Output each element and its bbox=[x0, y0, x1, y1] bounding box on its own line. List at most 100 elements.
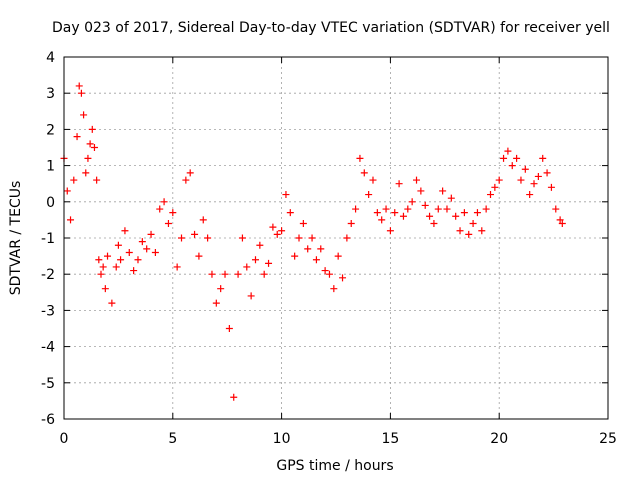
data-point bbox=[356, 154, 364, 162]
data-point bbox=[391, 209, 399, 217]
data-point bbox=[156, 205, 164, 213]
data-point bbox=[160, 198, 168, 206]
data-point bbox=[304, 245, 312, 253]
data-point bbox=[247, 292, 255, 300]
data-point bbox=[151, 248, 159, 256]
data-point bbox=[178, 234, 186, 242]
data-point bbox=[447, 194, 455, 202]
data-point bbox=[143, 245, 151, 253]
x-tick-label: 20 bbox=[490, 431, 508, 447]
data-point bbox=[291, 252, 299, 260]
data-point bbox=[269, 223, 277, 231]
data-point bbox=[399, 212, 407, 220]
data-point bbox=[86, 140, 94, 148]
data-point bbox=[278, 227, 286, 235]
data-point bbox=[325, 270, 333, 278]
data-point bbox=[478, 227, 486, 235]
data-point bbox=[121, 227, 129, 235]
data-point bbox=[295, 234, 303, 242]
data-point bbox=[382, 205, 390, 213]
data-point bbox=[443, 205, 451, 213]
data-point bbox=[204, 234, 212, 242]
data-point bbox=[465, 230, 473, 238]
data-point bbox=[73, 133, 81, 141]
data-point bbox=[186, 169, 194, 177]
data-point bbox=[404, 205, 412, 213]
data-point bbox=[230, 393, 238, 401]
data-point bbox=[317, 245, 325, 253]
data-point bbox=[95, 256, 103, 264]
data-point bbox=[286, 209, 294, 217]
data-point bbox=[99, 263, 107, 271]
data-point bbox=[426, 212, 434, 220]
data-point bbox=[439, 187, 447, 195]
data-point bbox=[147, 230, 155, 238]
data-point bbox=[430, 220, 438, 228]
data-point bbox=[77, 89, 85, 97]
data-point bbox=[556, 216, 564, 224]
grid bbox=[64, 57, 608, 419]
data-point bbox=[456, 227, 464, 235]
data-point bbox=[530, 180, 538, 188]
data-point bbox=[504, 147, 512, 155]
data-point bbox=[130, 267, 138, 275]
data-point bbox=[299, 220, 307, 228]
data-point bbox=[260, 270, 268, 278]
data-point bbox=[343, 234, 351, 242]
data-point bbox=[330, 285, 338, 293]
data-point bbox=[552, 205, 560, 213]
tick-labels: 0 5 10 15 20 25 -6 -5 -4 -3 -2 -1 0 1 2 3 4 bbox=[41, 50, 617, 447]
data-point bbox=[508, 162, 516, 170]
data-point bbox=[347, 220, 355, 228]
data-point bbox=[408, 198, 416, 206]
data-point bbox=[125, 248, 133, 256]
data-points bbox=[60, 82, 566, 401]
y-tick-label: -1 bbox=[41, 231, 55, 247]
data-point bbox=[70, 176, 78, 184]
data-point bbox=[90, 144, 98, 151]
data-point bbox=[365, 191, 373, 199]
data-point bbox=[191, 230, 199, 238]
data-point bbox=[251, 256, 259, 264]
y-tick-label: -4 bbox=[41, 340, 55, 356]
data-point bbox=[88, 125, 96, 133]
x-axis-label: GPS time / hours bbox=[276, 458, 393, 474]
data-point bbox=[421, 201, 429, 209]
data-point bbox=[182, 176, 190, 184]
y-tick-label: -6 bbox=[41, 412, 55, 428]
data-point bbox=[84, 154, 92, 162]
data-point bbox=[482, 205, 490, 213]
data-point bbox=[369, 176, 377, 184]
data-point bbox=[212, 299, 220, 307]
data-point bbox=[558, 220, 566, 228]
data-point bbox=[526, 191, 534, 199]
data-point bbox=[386, 227, 394, 235]
data-point bbox=[225, 325, 233, 332]
data-point bbox=[534, 172, 542, 180]
data-point bbox=[265, 259, 273, 267]
y-tick-label: 0 bbox=[46, 195, 55, 211]
y-tick-label: -2 bbox=[41, 267, 55, 283]
data-point bbox=[134, 256, 142, 264]
data-point bbox=[517, 176, 525, 184]
data-point bbox=[80, 111, 88, 119]
data-point bbox=[539, 154, 547, 162]
data-point bbox=[164, 220, 172, 228]
data-point bbox=[208, 270, 216, 278]
data-point bbox=[321, 267, 329, 275]
y-tick-label: -3 bbox=[41, 303, 55, 319]
data-point bbox=[378, 216, 386, 224]
y-tick-label: -5 bbox=[41, 376, 55, 392]
x-tick-label: 25 bbox=[599, 431, 617, 447]
data-point bbox=[500, 154, 508, 162]
data-point bbox=[352, 205, 360, 213]
data-point bbox=[413, 176, 421, 184]
data-point bbox=[97, 270, 105, 278]
data-point bbox=[495, 176, 503, 184]
plot-border bbox=[63, 56, 609, 420]
data-point bbox=[547, 183, 555, 191]
y-tick-label: 3 bbox=[46, 86, 55, 102]
x-tick-label: 0 bbox=[60, 431, 69, 447]
data-point bbox=[469, 220, 477, 228]
